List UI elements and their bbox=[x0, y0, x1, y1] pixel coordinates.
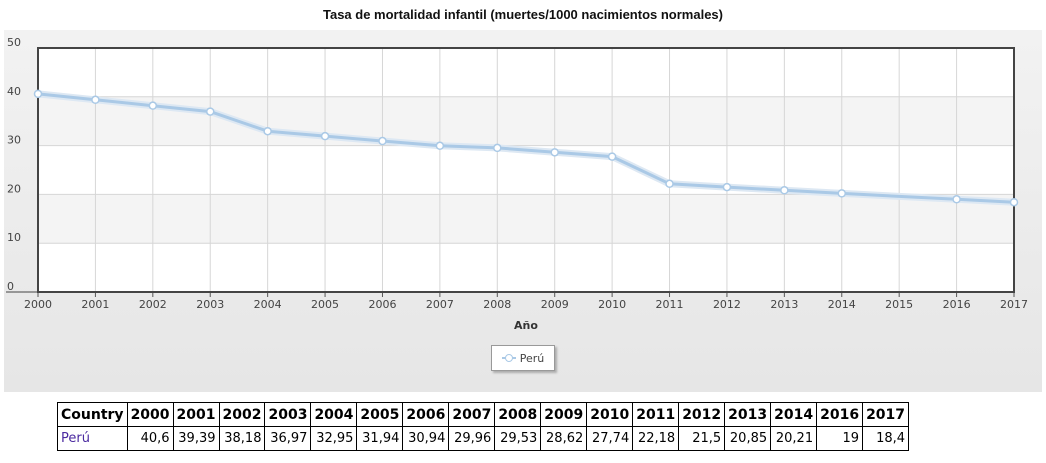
data-point bbox=[837, 189, 847, 198]
y-tick-label: 20 bbox=[7, 182, 21, 195]
x-tick-label: 2001 bbox=[81, 298, 109, 311]
table-value-cell: 40,6 bbox=[126, 426, 174, 451]
table-header-cell: 2003 bbox=[264, 402, 312, 427]
table-header-cell: 2017 bbox=[862, 402, 910, 427]
x-tick-label: 2012 bbox=[713, 298, 741, 311]
x-tick-label: 2014 bbox=[828, 298, 856, 311]
y-tick-label: 50 bbox=[7, 36, 21, 49]
table-header-cell: 2001 bbox=[172, 402, 220, 427]
table-value-cell: 32,95 bbox=[310, 426, 358, 451]
x-tick-label: 2008 bbox=[483, 298, 511, 311]
table-value-cell: 19 bbox=[816, 426, 864, 451]
x-tick-label: 2017 bbox=[1000, 298, 1028, 311]
table-header-cell: 2012 bbox=[678, 402, 726, 427]
grid-band bbox=[38, 96, 1014, 146]
table-value-cell: 36,97 bbox=[264, 426, 312, 451]
x-tick-label: 2006 bbox=[368, 298, 396, 311]
x-tick-label: 2000 bbox=[24, 298, 52, 311]
table-body: Perú 40,6 39,39 38,18 36,97 32,95 31,94 30,94 29… bbox=[57, 426, 910, 451]
x-tick-label: 2004 bbox=[254, 298, 282, 311]
x-tick-label: 2013 bbox=[770, 298, 798, 311]
data-table: Country 2000 2001 2002 2003 2004 2005 2006 2007 2… bbox=[57, 402, 910, 451]
table-value-cell: 27,74 bbox=[586, 426, 634, 451]
data-point bbox=[33, 89, 43, 99]
table-value-cell: 29,96 bbox=[448, 426, 496, 451]
table-header-cell: 2008 bbox=[494, 402, 542, 427]
table-header-cell: 2004 bbox=[310, 402, 358, 427]
table-header-cell: 2007 bbox=[448, 402, 496, 427]
table-header-cell: Country bbox=[57, 402, 128, 427]
table-value-cell: 20,21 bbox=[770, 426, 818, 451]
x-tick-label: 2005 bbox=[311, 298, 339, 311]
x-axis-title: Año bbox=[514, 319, 538, 332]
x-tick-label: 2002 bbox=[139, 298, 167, 311]
line-chart: 2000 2001 2002 2003 2004 2005 2006 2007 2008 2009… bbox=[6, 36, 1028, 332]
table-header-cell: 2010 bbox=[586, 402, 634, 427]
table-country-cell: Perú bbox=[57, 426, 128, 451]
plot-background bbox=[38, 48, 1014, 292]
data-point bbox=[952, 195, 961, 204]
table-header-row: Country 2000 2001 2002 2003 2004 2005 2006 2007 2… bbox=[57, 402, 910, 427]
x-tick-label: 2011 bbox=[656, 298, 684, 311]
x-tick-label: 2016 bbox=[943, 298, 971, 311]
x-tick-label: 2003 bbox=[196, 298, 224, 311]
table-value-cell: 28,62 bbox=[540, 426, 588, 451]
data-point bbox=[780, 186, 789, 195]
table-value-cell: 22,18 bbox=[632, 426, 680, 451]
data-point bbox=[148, 101, 158, 110]
table-value-cell: 39,39 bbox=[172, 426, 220, 451]
data-point bbox=[378, 136, 387, 146]
table-header-cell: 2014 bbox=[770, 402, 818, 427]
y-tick-label: 40 bbox=[7, 85, 21, 98]
table-value-cell: 29,53 bbox=[494, 426, 542, 451]
table-header-cell: 2009 bbox=[540, 402, 588, 427]
data-point bbox=[205, 107, 215, 116]
data-point bbox=[263, 126, 272, 136]
table-value-cell: 38,18 bbox=[218, 426, 266, 451]
table-header-cell: 2016 bbox=[816, 402, 864, 427]
axis-layer: 2000 2001 2002 2003 2004 2005 2006 2007 2008 2009… bbox=[6, 36, 1028, 311]
table-header-cell: 2005 bbox=[356, 402, 404, 427]
table-value-cell: 21,5 bbox=[678, 426, 726, 451]
legend-label: Perú bbox=[519, 351, 545, 365]
plot-frame bbox=[37, 47, 1015, 293]
table-row: Perú 40,6 39,39 38,18 36,97 32,95 31,94 30,94 29… bbox=[57, 426, 910, 451]
series-layer bbox=[33, 89, 1019, 207]
table-header-cell: 2000 bbox=[126, 402, 174, 427]
x-tick-label: 2010 bbox=[598, 298, 626, 311]
x-tick-label: 2009 bbox=[541, 298, 569, 311]
data-point bbox=[91, 95, 100, 105]
y-tick-label: 0 bbox=[7, 280, 14, 293]
table-value-cell: 18,4 bbox=[862, 426, 910, 451]
chart-title: Tasa de mortalidad infantil (muertes/100… bbox=[323, 7, 723, 22]
table-header-cell: 2002 bbox=[218, 402, 266, 427]
legend[interactable]: Perú bbox=[491, 345, 555, 371]
legend-marker-icon bbox=[501, 353, 516, 363]
data-point bbox=[320, 131, 330, 141]
data-point bbox=[1009, 197, 1019, 207]
table-header-cell: 2006 bbox=[402, 402, 450, 427]
grid-band bbox=[38, 194, 1014, 244]
data-point bbox=[435, 141, 445, 151]
x-tick-label: 2015 bbox=[885, 298, 913, 311]
data-point bbox=[550, 148, 559, 157]
grid-layer bbox=[37, 47, 1015, 293]
data-point bbox=[665, 179, 674, 189]
data-point bbox=[607, 152, 617, 161]
y-tick-label: 30 bbox=[7, 134, 21, 147]
y-tick-label: 10 bbox=[7, 231, 21, 244]
table-header-cell: 2011 bbox=[632, 402, 680, 427]
data-point bbox=[722, 182, 732, 192]
table-value-cell: 31,94 bbox=[356, 426, 404, 451]
x-tick-label: 2007 bbox=[426, 298, 454, 311]
table-value-cell: 30,94 bbox=[402, 426, 450, 451]
data-point bbox=[493, 143, 502, 153]
table-value-cell: 20,85 bbox=[724, 426, 772, 451]
table-header-cell: 2013 bbox=[724, 402, 772, 427]
